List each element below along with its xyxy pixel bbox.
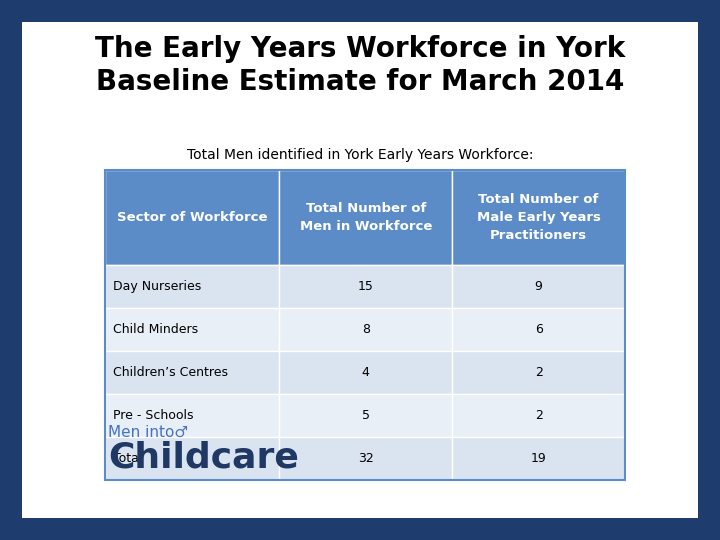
Text: 4: 4 (362, 366, 369, 379)
FancyBboxPatch shape (279, 351, 452, 394)
FancyBboxPatch shape (452, 394, 625, 437)
FancyBboxPatch shape (452, 351, 625, 394)
Text: 9: 9 (535, 280, 543, 293)
FancyBboxPatch shape (105, 394, 279, 437)
FancyBboxPatch shape (452, 437, 625, 480)
FancyBboxPatch shape (452, 308, 625, 351)
Text: 2: 2 (535, 409, 543, 422)
Text: Child Minders: Child Minders (113, 323, 198, 336)
Text: Childcare: Childcare (108, 441, 299, 475)
Text: 15: 15 (358, 280, 374, 293)
Text: Total Number of
Male Early Years
Practitioners: Total Number of Male Early Years Practit… (477, 193, 600, 242)
FancyBboxPatch shape (105, 308, 279, 351)
Text: 8: 8 (361, 323, 370, 336)
Text: 5: 5 (361, 409, 370, 422)
Text: 2: 2 (535, 366, 543, 379)
FancyBboxPatch shape (452, 265, 625, 308)
Text: Children’s Centres: Children’s Centres (113, 366, 228, 379)
FancyBboxPatch shape (105, 170, 279, 265)
Text: Total: Total (113, 452, 143, 465)
FancyBboxPatch shape (279, 394, 452, 437)
Text: Men into♂: Men into♂ (108, 425, 188, 440)
FancyBboxPatch shape (279, 437, 452, 480)
Text: Pre - Schools: Pre - Schools (113, 409, 194, 422)
FancyBboxPatch shape (279, 265, 452, 308)
Text: 6: 6 (535, 323, 543, 336)
FancyBboxPatch shape (105, 265, 279, 308)
Text: Total Number of
Men in Workforce: Total Number of Men in Workforce (300, 202, 432, 233)
Text: 32: 32 (358, 452, 374, 465)
Text: Total Men identified in York Early Years Workforce:: Total Men identified in York Early Years… (186, 148, 534, 162)
FancyBboxPatch shape (105, 437, 279, 480)
FancyBboxPatch shape (279, 308, 452, 351)
FancyBboxPatch shape (452, 170, 625, 265)
Text: Sector of Workforce: Sector of Workforce (117, 211, 267, 224)
FancyBboxPatch shape (22, 22, 698, 518)
Text: Day Nurseries: Day Nurseries (113, 280, 202, 293)
Text: 19: 19 (531, 452, 546, 465)
FancyBboxPatch shape (105, 351, 279, 394)
FancyBboxPatch shape (279, 170, 452, 265)
Text: The Early Years Workforce in York
Baseline Estimate for March 2014: The Early Years Workforce in York Baseli… (95, 35, 625, 97)
